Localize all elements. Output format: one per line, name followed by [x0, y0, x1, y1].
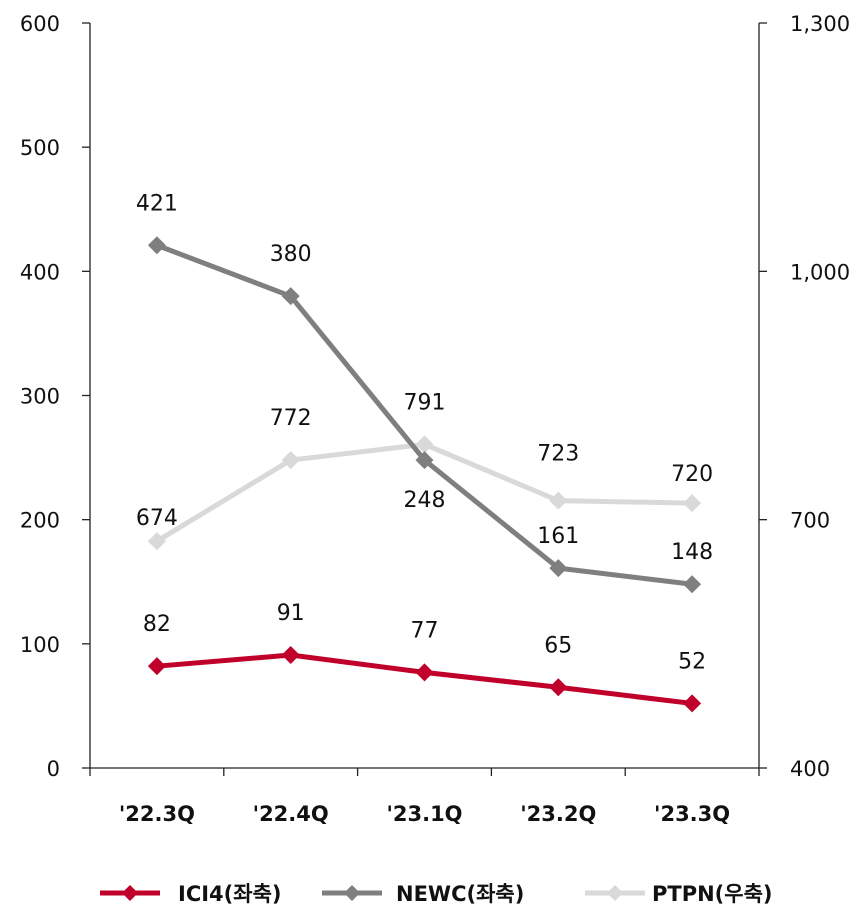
legend: ICI4(좌축) NEWC(좌축) PTPN(우축) [100, 882, 773, 906]
series-NEWC(좌축) [147, 236, 702, 594]
right-tick-label: 1,000 [790, 260, 850, 284]
left-tick-label: 400 [20, 260, 60, 284]
x-tick-label: '22.4Q [253, 802, 329, 826]
data-label: 77 [411, 618, 439, 643]
data-label: 791 [404, 390, 446, 415]
data-label: 720 [671, 462, 713, 487]
legend-label: PTPN(우축) [652, 882, 773, 906]
data-label: 148 [671, 540, 713, 565]
data-point-marker [549, 678, 568, 697]
data-point-marker [549, 491, 568, 510]
x-tick-label: '23.1Q [386, 802, 462, 826]
data-label: 674 [136, 506, 178, 531]
right-tick-label: 400 [790, 757, 830, 781]
data-point-marker [415, 451, 434, 470]
left-tick-label: 300 [20, 385, 60, 409]
axes: 0 100 200 300 400 500 600 400 700 1,000 1,300 '22.3… [20, 12, 850, 826]
data-label: 161 [537, 524, 579, 549]
data-point-marker [281, 646, 300, 665]
legend-swatch-marker [122, 885, 138, 901]
data-point-marker [415, 435, 434, 454]
data-labels: 674 772 791 723 720 421 380 248 161 148 82 91 77 65 52 [136, 191, 713, 674]
data-label: 52 [678, 649, 706, 674]
data-label: 248 [404, 488, 446, 513]
data-label: 772 [270, 406, 312, 431]
x-tick-label: '23.2Q [520, 802, 596, 826]
data-point-marker [147, 657, 166, 676]
series-layer [147, 236, 702, 713]
data-point-marker [683, 575, 702, 594]
data-point-marker [415, 663, 434, 682]
data-label: 82 [143, 612, 171, 637]
data-label: 65 [544, 633, 572, 658]
legend-item: PTPN(우축) [585, 882, 773, 906]
data-point-marker [683, 694, 702, 713]
right-tick-label: 1,300 [790, 12, 850, 36]
left-tick-label: 500 [20, 136, 60, 160]
left-tick-label: 0 [47, 757, 60, 781]
x-tick-label: '22.3Q [119, 802, 195, 826]
data-point-marker [147, 532, 166, 551]
series-ICI4(좌축) [147, 646, 702, 713]
left-tick-label: 200 [20, 509, 60, 533]
data-point-marker [281, 287, 300, 306]
legend-item: ICI4(좌축) [100, 882, 282, 906]
series-PTPN(우축) [147, 435, 702, 551]
legend-label: NEWC(좌축) [396, 882, 524, 906]
data-label: 380 [270, 242, 312, 267]
legend-swatch-marker [344, 885, 360, 901]
legend-label: ICI4(좌축) [178, 882, 282, 906]
data-label: 421 [136, 191, 178, 216]
left-tick-label: 600 [20, 12, 60, 36]
x-tick-label: '23.3Q [654, 802, 730, 826]
right-tick-label: 700 [790, 509, 830, 533]
left-tick-label: 100 [20, 633, 60, 657]
legend-swatch-marker [607, 885, 623, 901]
data-label: 723 [537, 442, 579, 467]
data-point-marker [281, 451, 300, 470]
data-label: 91 [277, 601, 305, 626]
data-point-marker [683, 494, 702, 513]
data-point-marker [147, 236, 166, 255]
legend-item: NEWC(좌축) [322, 882, 524, 906]
data-point-marker [549, 559, 568, 578]
